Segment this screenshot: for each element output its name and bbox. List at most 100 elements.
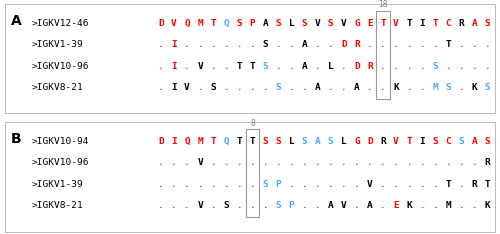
- Text: .: .: [380, 62, 386, 71]
- Text: T: T: [484, 180, 490, 189]
- Text: .: .: [236, 40, 242, 49]
- Text: I: I: [171, 137, 177, 146]
- Text: B: B: [11, 132, 22, 146]
- Text: .: .: [354, 180, 360, 189]
- Text: 18: 18: [378, 0, 388, 9]
- Text: A: A: [354, 83, 360, 92]
- Text: I: I: [171, 40, 177, 49]
- Text: .: .: [380, 40, 386, 49]
- Text: R: R: [367, 62, 373, 71]
- Text: A: A: [315, 137, 320, 146]
- Text: M: M: [446, 201, 451, 210]
- Text: A: A: [328, 201, 334, 210]
- Text: .: .: [458, 180, 464, 189]
- Text: >IGKV8-21: >IGKV8-21: [32, 83, 84, 92]
- Text: .: .: [341, 83, 346, 92]
- Text: S: S: [262, 62, 268, 71]
- Text: S: S: [484, 137, 490, 146]
- Text: A: A: [472, 137, 478, 146]
- Text: .: .: [302, 201, 308, 210]
- Text: A: A: [11, 14, 22, 28]
- Text: .: .: [406, 180, 412, 189]
- Text: S: S: [484, 19, 490, 28]
- Text: I: I: [171, 83, 177, 92]
- Text: .: .: [472, 158, 478, 167]
- Text: .: .: [224, 83, 229, 92]
- Text: .: .: [158, 201, 164, 210]
- Text: .: .: [288, 83, 294, 92]
- Text: .: .: [432, 201, 438, 210]
- Text: .: .: [472, 62, 478, 71]
- Text: S: S: [276, 19, 281, 28]
- Text: T: T: [446, 40, 451, 49]
- Text: .: .: [420, 62, 425, 71]
- Text: .: .: [393, 158, 399, 167]
- Text: I: I: [420, 19, 425, 28]
- Text: .: .: [171, 201, 177, 210]
- Text: S: S: [224, 201, 229, 210]
- Text: P: P: [250, 19, 256, 28]
- Text: .: .: [446, 158, 451, 167]
- Text: .: .: [432, 180, 438, 189]
- Text: P: P: [276, 180, 281, 189]
- Text: S: S: [328, 19, 334, 28]
- Text: D: D: [341, 40, 346, 49]
- Text: .: .: [198, 180, 203, 189]
- Text: .: .: [432, 158, 438, 167]
- Text: .: .: [380, 158, 386, 167]
- Text: K: K: [393, 83, 399, 92]
- Text: E: E: [367, 19, 373, 28]
- Text: .: .: [406, 40, 412, 49]
- Text: S: S: [262, 137, 268, 146]
- Text: .: .: [315, 201, 320, 210]
- Text: V: V: [198, 201, 203, 210]
- Text: .: .: [171, 158, 177, 167]
- Text: .: .: [420, 180, 425, 189]
- Text: Q: Q: [224, 19, 229, 28]
- Text: S: S: [210, 83, 216, 92]
- Text: .: .: [250, 180, 256, 189]
- Text: R: R: [484, 158, 490, 167]
- Bar: [246, 129, 259, 217]
- Text: .: .: [458, 62, 464, 71]
- Text: .: .: [328, 40, 334, 49]
- Text: .: .: [406, 62, 412, 71]
- Text: >IGKV10-96: >IGKV10-96: [32, 62, 90, 71]
- Text: .: .: [262, 158, 268, 167]
- Text: >IGKV1-39: >IGKV1-39: [32, 180, 84, 189]
- Text: .: .: [472, 201, 478, 210]
- Text: >IGKV1-39: >IGKV1-39: [32, 40, 84, 49]
- Text: .: .: [420, 158, 425, 167]
- Text: .: .: [302, 83, 308, 92]
- Text: V: V: [393, 19, 399, 28]
- Text: .: .: [354, 158, 360, 167]
- Text: .: .: [393, 62, 399, 71]
- Text: .: .: [393, 180, 399, 189]
- Text: S: S: [484, 83, 490, 92]
- Text: .: .: [224, 180, 229, 189]
- Text: .: .: [458, 40, 464, 49]
- Text: .: .: [276, 158, 281, 167]
- Text: K: K: [472, 83, 478, 92]
- Text: .: .: [458, 83, 464, 92]
- Text: T: T: [236, 62, 242, 71]
- Text: .: .: [458, 201, 464, 210]
- Text: I: I: [171, 62, 177, 71]
- Text: .: .: [354, 201, 360, 210]
- Text: E: E: [393, 201, 399, 210]
- Text: .: .: [158, 83, 164, 92]
- Text: .: .: [171, 180, 177, 189]
- Text: Q: Q: [184, 19, 190, 28]
- Text: .: .: [210, 180, 216, 189]
- Text: .: .: [367, 40, 373, 49]
- Text: .: .: [288, 158, 294, 167]
- Text: S: S: [276, 137, 281, 146]
- Text: V: V: [341, 19, 346, 28]
- Text: P: P: [288, 201, 294, 210]
- Bar: [376, 11, 390, 99]
- Text: .: .: [158, 158, 164, 167]
- Text: >IGKV10-94: >IGKV10-94: [32, 137, 90, 146]
- Text: .: .: [250, 201, 256, 210]
- Text: V: V: [367, 180, 373, 189]
- Text: S: S: [432, 137, 438, 146]
